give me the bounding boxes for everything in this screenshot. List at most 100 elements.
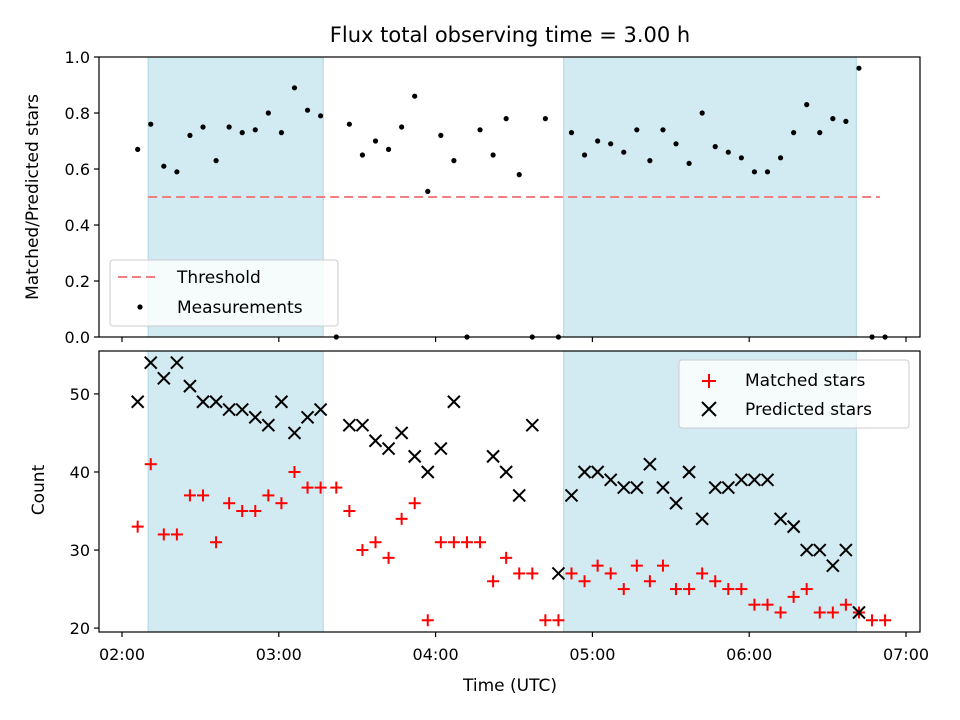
predicted-star-point [813, 543, 827, 557]
measurement-point [621, 149, 627, 155]
matched-star-point [578, 575, 591, 588]
measurement-point [542, 116, 548, 122]
predicted-star-point [669, 496, 683, 510]
predicted-star-point [313, 402, 328, 417]
predicted-star-point [368, 434, 383, 448]
matched-star-point [434, 536, 447, 549]
predicted-star-point [407, 449, 422, 464]
legend-matched-label: Matched stars [745, 371, 865, 391]
bottom-axes-frame [98, 350, 921, 633]
predicted-star-point [826, 558, 840, 573]
measurement-point [200, 124, 206, 130]
bottom-xtick-label: 02:00 [99, 645, 145, 664]
top-ytick-label: 1.0 [65, 48, 90, 67]
legend-predicted-marker [701, 401, 717, 417]
measurement-point [712, 144, 718, 150]
bottom-xtick-label: 06:00 [726, 645, 772, 664]
matched-star-point [709, 575, 722, 588]
top-ytick-label: 0.6 [65, 160, 90, 179]
measurement-point [385, 146, 392, 152]
predicted-star-point [421, 465, 435, 479]
predicted-star-point [695, 512, 709, 526]
matched-star-point [683, 583, 696, 596]
measurement-point [304, 107, 311, 113]
bottom-ytick-label: 30 [70, 541, 90, 560]
measurement-point [239, 130, 245, 136]
measurement-point [399, 124, 405, 130]
chart-title: Flux total observing time = 3.00 h [330, 23, 690, 47]
bottom-xtick-label: 03:00 [256, 645, 302, 664]
matched-star-point [826, 606, 839, 619]
top-ytick-label: 0.0 [65, 328, 90, 347]
bottom-shaded-interval [147, 350, 324, 633]
matched-star-point [500, 551, 513, 564]
bottom-xlabel: Time (UTC) [462, 676, 557, 696]
bottom-ylabel: Count [29, 464, 49, 515]
matched-star-point [539, 614, 552, 627]
measurement-point [503, 116, 509, 122]
matched-star-point [314, 481, 327, 494]
legend-measurements-label: Measurements [177, 298, 303, 318]
matched-star-point [591, 559, 604, 572]
measurement-point [346, 121, 352, 127]
predicted-star-point [144, 356, 158, 370]
matched-star-point [866, 614, 879, 627]
matched-star-point [447, 536, 460, 549]
measurement-point [751, 169, 758, 175]
measurement-point [647, 158, 653, 164]
matched-star-point [421, 614, 434, 627]
measurement-point [359, 152, 366, 158]
matched-star-point [670, 583, 683, 596]
measurement-point [213, 158, 219, 164]
bottom-xtick-label: 04:00 [413, 645, 459, 664]
predicted-star-point [617, 480, 631, 495]
predicted-star-point [130, 395, 145, 409]
measurement-point [265, 110, 271, 116]
matched-star-point [395, 512, 408, 525]
measurement-point [843, 118, 849, 124]
top-legend: Threshold Measurements [109, 259, 339, 327]
measurement-point [252, 127, 258, 133]
predicted-star-point [773, 512, 788, 526]
predicted-star-point [643, 457, 657, 471]
matched-star-point [630, 559, 643, 572]
top-ytick-label: 0.4 [65, 216, 90, 235]
predicted-star-point [355, 418, 370, 432]
matched-star-point [249, 505, 262, 518]
bottom-panel: 20 30 40 50 02:00 03:00 04:00 05:00 06:00 07:00 C… [29, 350, 929, 696]
predicted-star-point [656, 480, 670, 495]
measurement-point [699, 110, 705, 116]
predicted-star-point [734, 473, 749, 487]
matched-star-point [223, 497, 236, 510]
matched-star-point [197, 489, 210, 502]
bottom-ytick-label: 40 [70, 463, 90, 482]
matched-star-point [183, 489, 196, 502]
predicted-star-point [157, 371, 171, 386]
measurement-point [226, 124, 232, 130]
matched-star-point [301, 481, 314, 494]
measurement-point [830, 116, 836, 122]
predicted-star-point [708, 480, 722, 495]
top-ylabel: Matched/Predicted stars [23, 94, 43, 300]
predicted-star-point [183, 379, 197, 393]
predicted-star-point [394, 426, 409, 440]
predicted-star-point [603, 473, 618, 487]
predicted-star-point [721, 480, 736, 495]
legend-matched-marker [702, 374, 716, 388]
predicted-star-point [300, 410, 315, 425]
measurement-point [148, 121, 154, 127]
matched-star-point [288, 465, 301, 478]
predicted-star-point [525, 418, 540, 432]
measurement-point [425, 188, 431, 194]
matched-star-point [748, 598, 761, 611]
measurement-point [673, 141, 679, 147]
predicted-star-point [170, 356, 184, 370]
predicted-star-point [747, 473, 762, 487]
predicted-star-point [590, 465, 605, 479]
matched-star-point [356, 544, 369, 557]
measurement-point [817, 130, 823, 136]
predicted-star-point [287, 426, 302, 440]
matched-star-point [761, 598, 774, 611]
predicted-star-point [786, 519, 801, 534]
